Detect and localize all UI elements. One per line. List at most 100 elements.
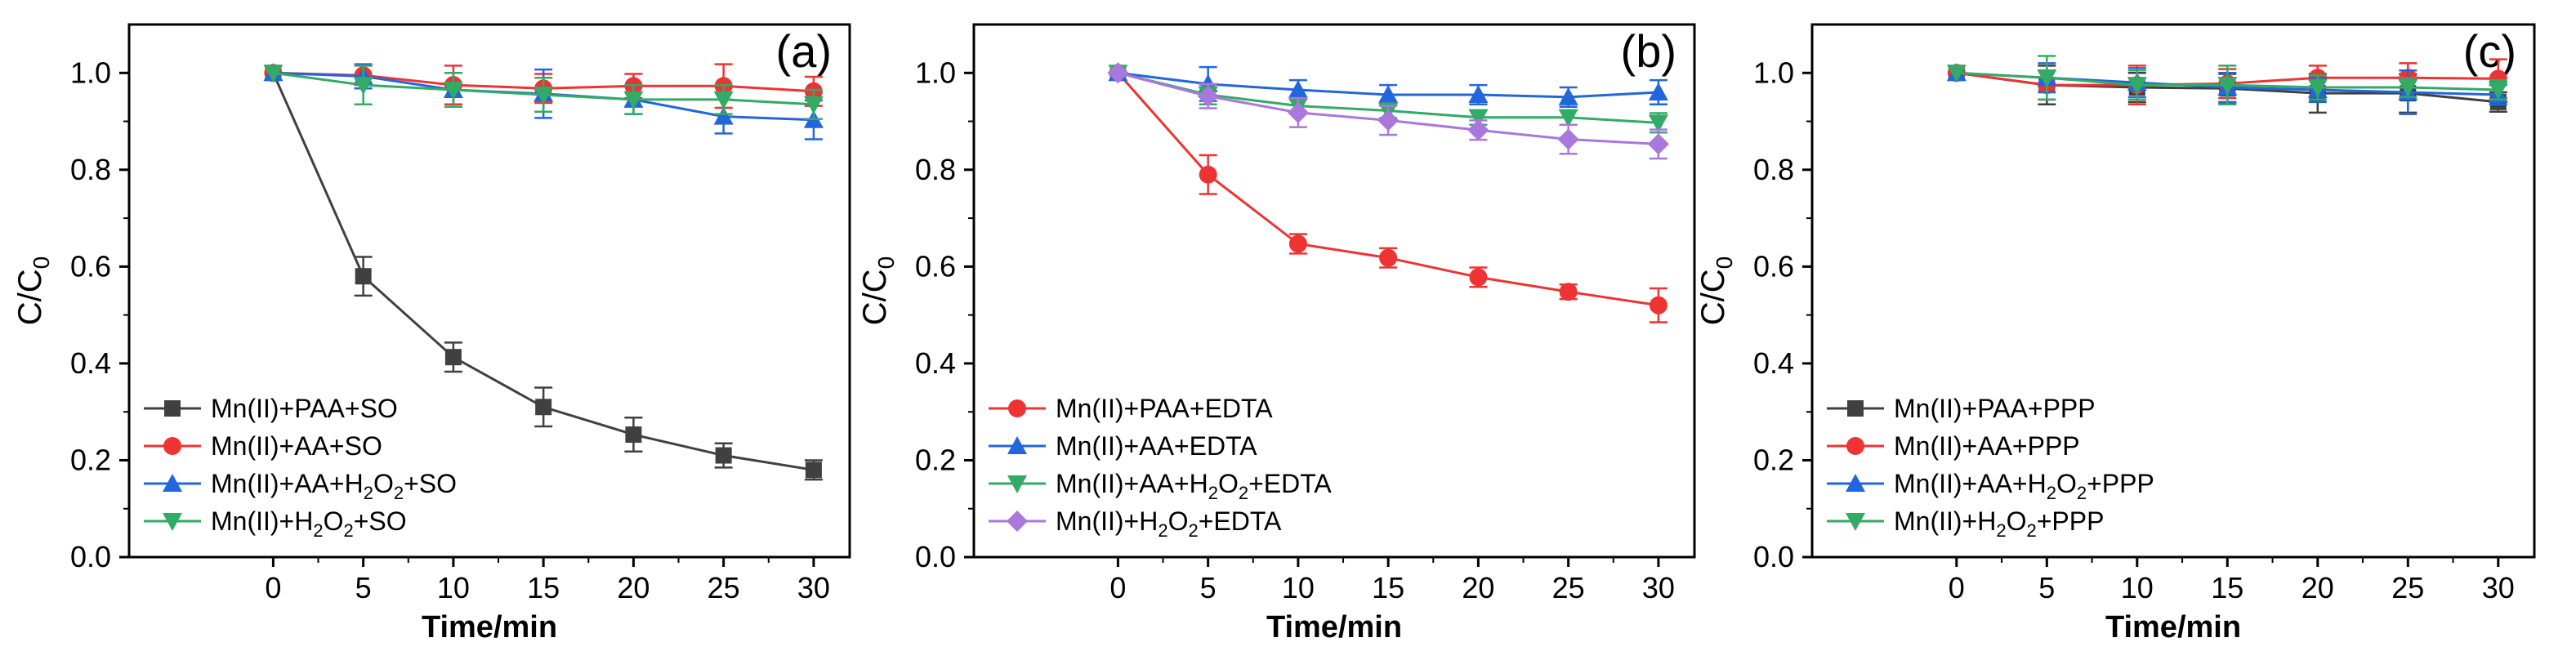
legend-label: Mn(II)+AA+PPP [1894,431,2080,461]
legend-marker [1847,400,1864,417]
data-point [2037,69,2057,88]
data-point [803,96,824,114]
y-tick-label: 1.0 [1753,56,1794,89]
legend: Mn(II)+PAA+PPP Mn(II)+AA+PPP Mn(II)+AA+H2O… [1827,394,2154,541]
data-point [1468,84,1489,103]
data-point [1467,119,1489,141]
panel-label: (a) [776,25,832,77]
series-4 [1946,55,2508,106]
legend-label: Mn(II)+AA+H2O2+EDTA [1056,469,1332,503]
series-4 [1107,62,1669,160]
y-tick-label: 1.0 [915,56,956,89]
x-tick-label: 20 [1462,571,1494,604]
legend-label: Mn(II)+AA+EDTA [1056,431,1257,461]
x-tick-label: 15 [2211,571,2243,604]
x-tick-label: 5 [355,571,372,604]
data-point [1558,109,1578,127]
data-point [534,86,554,105]
data-point [1288,80,1308,99]
data-point [2127,77,2147,96]
data-point [1107,62,1129,84]
x-axis-title: Time/min [2105,610,2241,644]
data-point [1377,109,1400,132]
legend-item: Mn(II)+AA+H2O2+SO [144,469,457,503]
legend-item: Mn(II)+AA+SO [144,431,382,461]
data-point [713,91,734,109]
legend-marker [163,513,182,531]
data-point [1559,283,1578,301]
legend-item: Mn(II)+H2O2+PPP [1827,506,2104,541]
x-tick-label: 10 [1282,571,1315,604]
x-tick-label: 0 [1949,571,1965,604]
y-tick-label: 0.2 [915,443,956,476]
y-tick-label: 0.0 [70,540,111,573]
data-point [715,447,732,464]
legend-marker [1846,437,1864,455]
data-point [2398,79,2418,98]
legend-item: Mn(II)+H2O2+SO [144,506,407,541]
legend: Mn(II)+PAA+SO Mn(II)+AA+SO Mn(II)+AA+H2O2+… [144,394,457,541]
data-point [1378,84,1399,103]
chart-panel-a: 0 5 10 15 20 25 30 0.0 0.2 0.4 0.6 0.8 1.0 Time/min C/… [12,23,851,644]
y-tick-label: 0.8 [1753,153,1794,186]
x-tick-label: 15 [527,571,560,604]
y-axis-title: C/C0 [857,256,899,325]
y-tick-label: 0.8 [915,153,956,186]
legend-label: Mn(II)+AA+H2O2+SO [211,469,457,503]
x-axis-title: Time/min [1266,610,1402,644]
legend-marker [1007,436,1027,454]
x-tick-label: 25 [1552,571,1585,604]
data-point [713,106,734,125]
y-tick-label: 0.2 [70,443,111,476]
data-point [1379,248,1398,267]
data-point [2488,82,2508,100]
data-point [1288,234,1307,253]
data-point [1468,109,1489,127]
legend-item: Mn(II)+AA+PPP [1827,431,2080,461]
data-point [1199,165,1217,184]
series-4 [263,65,824,120]
data-point [263,65,283,83]
legend-item: Mn(II)+AA+H2O2+PPP [1827,469,2154,503]
legend-marker [163,437,181,455]
legend-label: Mn(II)+AA+SO [211,431,382,461]
x-tick-label: 20 [617,571,650,604]
data-point [625,426,642,444]
legend-marker [1008,399,1026,417]
data-point [1648,114,1668,133]
series-2 [1108,63,1668,109]
y-tick-label: 0.4 [70,346,111,380]
plot-frame [972,23,1696,559]
x-tick-label: 30 [2482,571,2515,604]
y-tick-label: 1.0 [70,56,111,89]
y-tick-label: 0.2 [1753,443,1794,476]
x-tick-label: 30 [1642,571,1675,604]
data-point [1557,128,1579,150]
legend-label: Mn(II)+H2O2+PPP [1894,506,2104,541]
legend-label: Mn(II)+PAA+SO [211,394,398,423]
x-tick-label: 10 [437,571,470,604]
x-tick-label: 15 [1372,571,1404,604]
legend-item: Mn(II)+PAA+EDTA [989,394,1273,423]
legend-item: Mn(II)+PAA+PPP [1827,394,2096,423]
data-point [535,399,552,416]
data-point [2307,79,2328,98]
x-tick-label: 0 [1109,571,1126,604]
data-point [444,349,462,366]
data-point [353,77,373,96]
data-point [1558,87,1578,105]
legend-marker [1846,513,1865,531]
series-1 [1109,64,1667,323]
data-point [1197,85,1219,107]
y-tick-label: 0.6 [915,249,956,283]
y-tick-label: 0.6 [1753,249,1794,283]
legend-item: Mn(II)+AA+H2O2+EDTA [989,469,1332,503]
data-point [1648,82,1668,100]
x-tick-label: 10 [2121,571,2154,604]
data-point [355,268,372,285]
panel-label: (c) [2463,25,2516,77]
legend-marker [1007,511,1028,532]
legend-marker [164,400,181,417]
legend-label: Mn(II)+H2O2+EDTA [1056,506,1282,541]
x-tick-label: 5 [1200,571,1217,604]
